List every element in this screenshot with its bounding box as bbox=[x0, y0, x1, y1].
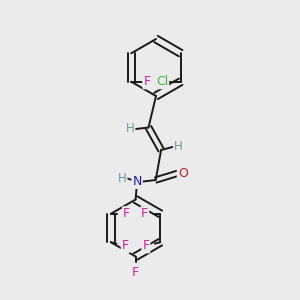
Text: F: F bbox=[132, 266, 139, 279]
Text: H: H bbox=[125, 122, 134, 136]
Text: F: F bbox=[141, 207, 148, 220]
Text: F: F bbox=[123, 207, 130, 220]
Text: H: H bbox=[118, 172, 127, 185]
Text: O: O bbox=[178, 167, 188, 180]
Text: N: N bbox=[132, 175, 142, 188]
Text: H: H bbox=[174, 140, 183, 154]
Text: Cl: Cl bbox=[156, 75, 168, 88]
Text: F: F bbox=[143, 75, 151, 88]
Text: F: F bbox=[122, 239, 129, 252]
Text: F: F bbox=[142, 239, 149, 252]
